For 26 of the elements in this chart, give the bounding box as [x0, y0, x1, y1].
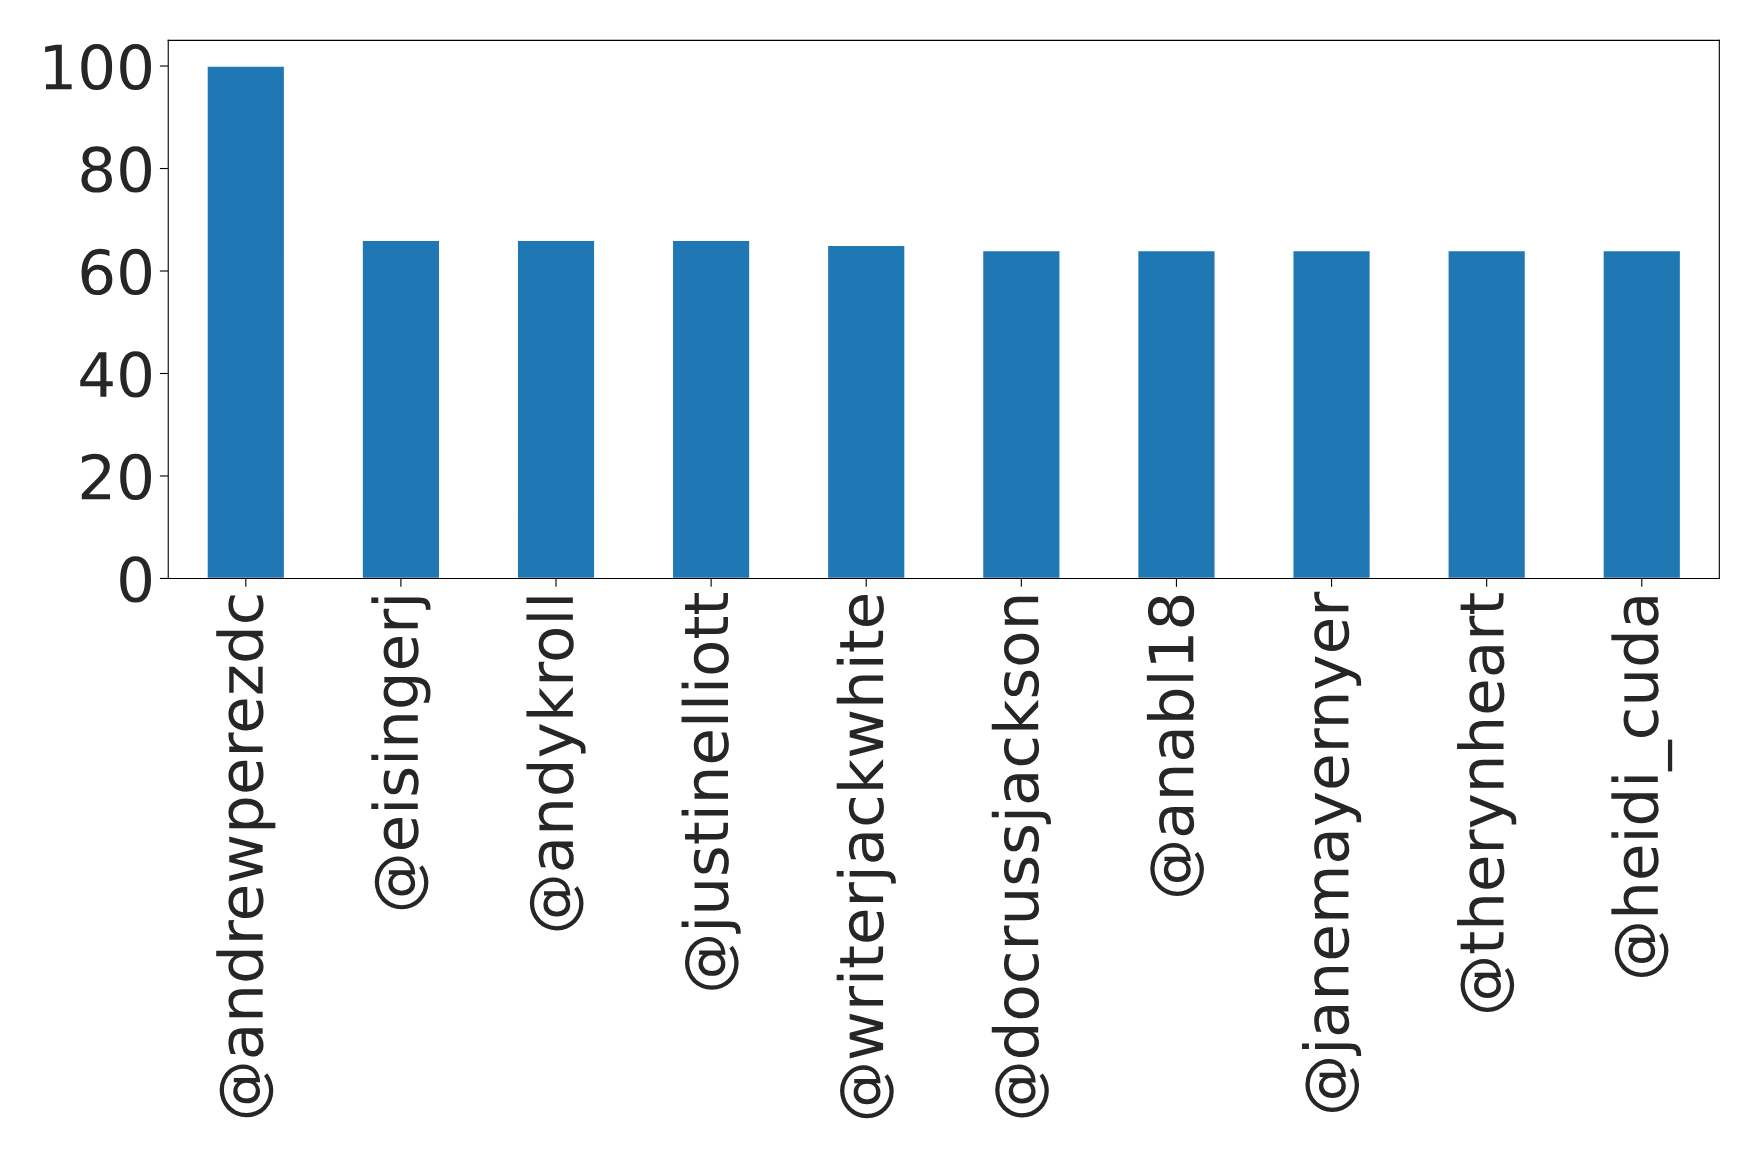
x-tick-label: @justinelliott [681, 593, 741, 990]
bar [671, 239, 751, 579]
x-tick-label: @therynheart [1457, 593, 1517, 1012]
x-tick-label: @anabl18 [1146, 595, 1204, 896]
bar [981, 249, 1061, 579]
bar [826, 244, 906, 579]
y-tick-label: 80 [81, 146, 151, 193]
bar [1602, 249, 1682, 579]
y-tick-label: 20 [81, 453, 151, 501]
y-tick-label: 100 [45, 43, 151, 91]
bar [361, 239, 441, 579]
bar [1292, 249, 1372, 579]
y-tick-label: 60 [81, 248, 151, 296]
x-tick-label: @writerjackwhite [836, 594, 896, 1119]
x-tick-label: @docrussjackson [991, 596, 1051, 1118]
x-tick-label: @eisingerj [371, 597, 431, 910]
bar [1447, 249, 1527, 579]
bar [1136, 249, 1216, 579]
x-tick-label: @andrewperezdc [216, 595, 276, 1118]
x-tick-label: @andykroll [526, 597, 586, 931]
x-tick-label: @janemayernyer [1301, 591, 1362, 1112]
bar [516, 239, 596, 579]
x-tick-label: @heidi_cuda [1611, 597, 1673, 977]
bar [206, 65, 286, 579]
y-tick-label: 0 [120, 556, 151, 603]
y-tick-label: 40 [80, 351, 151, 398]
